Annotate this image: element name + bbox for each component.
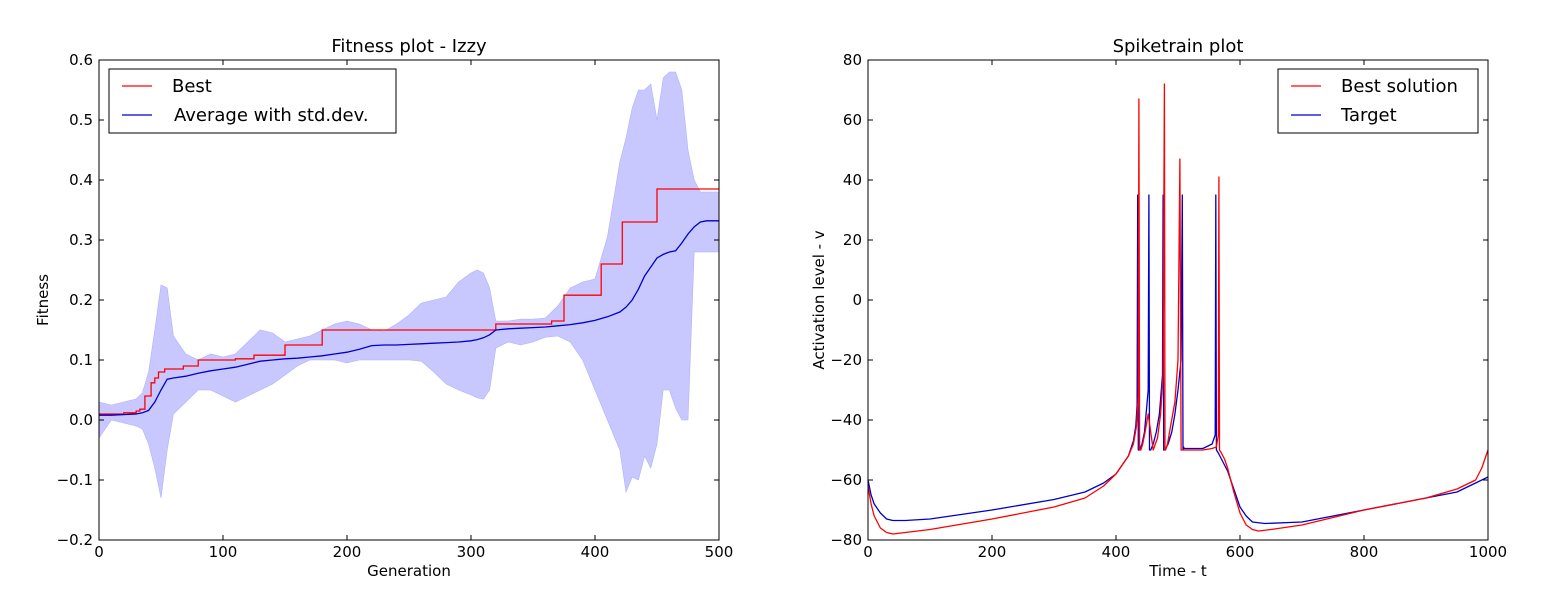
fitness-x-axis-label: Generation (367, 562, 451, 580)
spiketrain-x-axis-label: Time - t (1148, 562, 1207, 580)
spiketrain-chart-title: Spiketrain plot (1113, 36, 1244, 57)
fitness-y-tick-label: 0.4 (69, 171, 93, 189)
fitness-y-tick-label: 0.1 (69, 351, 93, 369)
fitness-y-axis-label: Fitness (34, 274, 52, 326)
spiketrain-x-tick-label: 800 (1350, 543, 1379, 561)
spiketrain-x-tick-label: 0 (863, 543, 873, 561)
fitness-y-tick-label: 0.0 (69, 411, 93, 429)
fitness-y-tick-label: 0.3 (69, 231, 93, 249)
fitness-y-tick-label: 0.6 (69, 51, 93, 69)
fitness-legend-box (108, 68, 397, 134)
legend-label-best: Best (172, 76, 212, 97)
fitness-chart-title: Fitness plot - Izzy (331, 36, 487, 57)
fitness-x-tick-label: 500 (705, 543, 734, 561)
fitness-y-tick-label: −0.1 (57, 471, 93, 489)
fitness-y-tick-label: 0.2 (69, 291, 93, 309)
spiketrain-chart: Spiketrain plot 0 200 400 600 800 10008060402… (810, 36, 1507, 580)
average-fitness-line (99, 220, 719, 416)
fitness-chart: Fitness plot - Izzy 0 100 200 300 400 5000.60… (34, 36, 733, 580)
fitness-x-tick-label: 400 (581, 543, 610, 561)
fitness-legend: Best Average with std.dev. (108, 68, 397, 134)
best-fitness-line (99, 188, 719, 415)
spiketrain-legend: Best solution Target (1277, 68, 1479, 134)
fitness-y-tick-label: 0.5 (69, 111, 93, 129)
best-solution-spiketrain-line (868, 83, 1488, 535)
spiketrain-y-axis-label: Activation level - v (810, 230, 828, 369)
fitness-x-tick-label: 200 (333, 543, 362, 561)
spiketrain-x-tick-label: 600 (1226, 543, 1255, 561)
legend-label-target: Target (1340, 105, 1397, 126)
spiketrain-x-tick-label: 400 (1102, 543, 1131, 561)
spiketrain-y-tick-label: −80 (830, 531, 862, 549)
spiketrain-y-tick-label: −60 (830, 471, 862, 489)
fitness-x-tick-label: 100 (209, 543, 238, 561)
fitness-x-tick-label: 300 (457, 543, 486, 561)
spiketrain-y-tick-label: −20 (830, 351, 862, 369)
std-dev-band (99, 71, 719, 499)
spiketrain-lines-layer (868, 83, 1488, 535)
spiketrain-y-tick-label: 60 (843, 111, 862, 129)
fitness-lines-layer (99, 188, 719, 416)
spiketrain-y-tick-label: 20 (843, 231, 862, 249)
spiketrain-y-tick-label: 80 (843, 51, 862, 69)
spiketrain-y-tick-label: 0 (852, 291, 862, 309)
fitness-x-tick-label: 0 (94, 543, 104, 561)
spiketrain-legend-box (1277, 68, 1479, 134)
spiketrain-x-tick-label: 200 (978, 543, 1007, 561)
spiketrain-y-tick-label: 40 (843, 171, 862, 189)
fitness-y-tick-label: −0.2 (57, 531, 93, 549)
std-dev-band-layer (99, 71, 719, 499)
fitness-ticks-layer: 0 100 200 300 400 500 0.6 0.5 0.4 0.3 0.2 0.1 0.0 −0.… (57, 51, 734, 561)
legend-label-best-solution: Best solution (1341, 76, 1458, 97)
spiketrain-y-tick-label: −40 (830, 411, 862, 429)
spiketrain-x-tick-label: 1000 (1469, 543, 1507, 561)
legend-label-average: Average with std.dev. (174, 105, 369, 126)
